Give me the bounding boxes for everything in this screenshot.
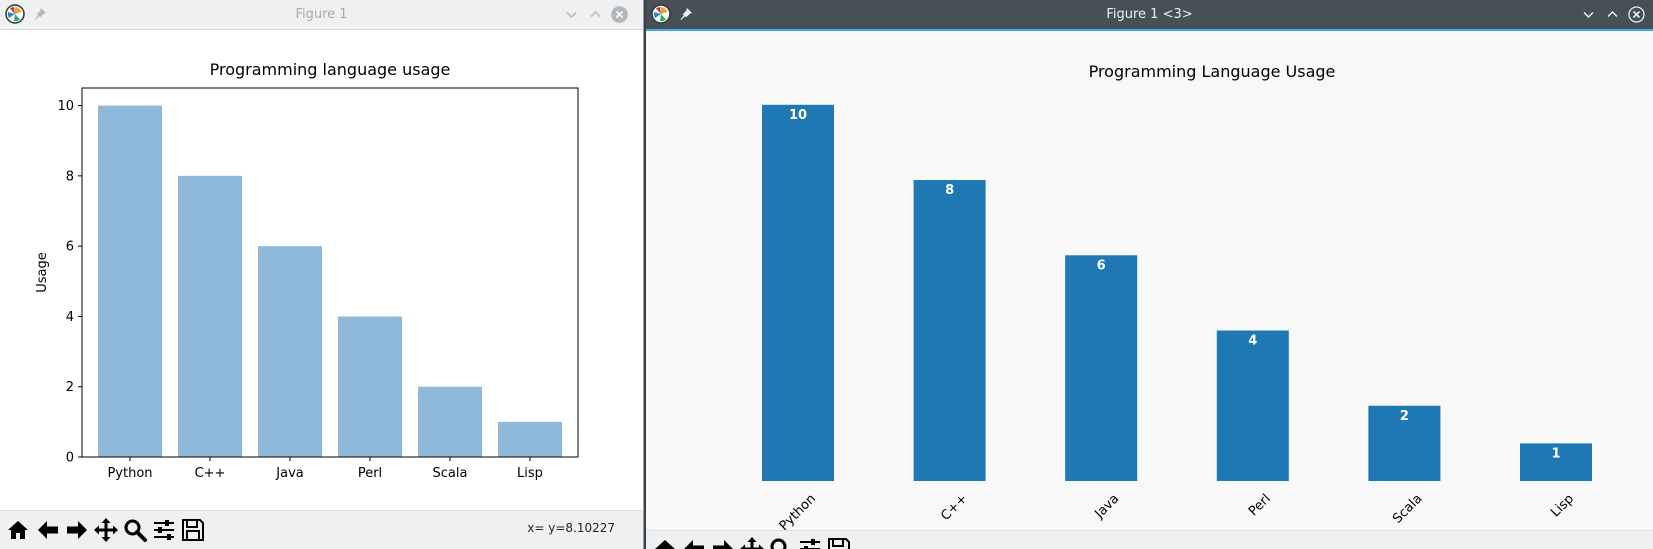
figure-window-1: Figure 1 Programming language usage Pytho… [0, 0, 644, 549]
back-arrow-icon[interactable] [35, 517, 61, 543]
x-tick-label: C++ [195, 466, 226, 481]
y-tick-label: 0 [66, 451, 74, 466]
y-tick-label: 6 [66, 240, 74, 255]
forward-arrow-icon[interactable] [710, 536, 736, 549]
bar-lisp [498, 421, 562, 457]
minimize-button[interactable] [563, 6, 580, 23]
data-label: 8 [945, 183, 954, 198]
bar-scala [418, 386, 482, 457]
app-icon[interactable] [651, 4, 671, 24]
pin-icon[interactable] [679, 7, 693, 21]
bar-python [98, 105, 162, 458]
x-tick-label: Java [275, 466, 303, 481]
x-tick-label: Lisp [1548, 491, 1577, 520]
x-tick-label: C++ [938, 491, 970, 523]
data-label: 10 [789, 108, 807, 123]
bar-cpp [913, 180, 986, 482]
bar-java [258, 246, 322, 457]
bar-perl [338, 316, 402, 457]
data-label: 1 [1551, 446, 1560, 461]
cursor-coordinates: x= y=8.10227 [527, 521, 615, 535]
data-label: 2 [1400, 409, 1409, 424]
pin-icon[interactable] [33, 7, 47, 21]
forward-arrow-icon[interactable] [64, 517, 90, 543]
home-icon[interactable] [652, 536, 678, 549]
bar-perl [1216, 330, 1289, 481]
chart-title: Programming Language Usage [1089, 62, 1336, 81]
save-icon[interactable] [826, 536, 852, 549]
close-button[interactable] [611, 6, 628, 23]
axes-frame [81, 87, 579, 458]
minimize-button[interactable] [1580, 6, 1597, 23]
x-tick-label: Scala [1390, 491, 1425, 526]
title-bar[interactable]: Figure 1 [0, 0, 643, 30]
app-icon[interactable] [5, 4, 25, 24]
figure-window-2: Figure 1 <3> Programming Language Usage 1… [646, 0, 1653, 549]
x-tick-label: Perl [358, 466, 382, 481]
bar-scala [1368, 405, 1441, 481]
chart-title: Programming language usage [210, 60, 451, 79]
navigation-toolbar [646, 530, 1653, 549]
title-bar[interactable]: Figure 1 <3> [646, 0, 1653, 31]
bar-chart-2: Programming Language Usage 10 Python 8 C++ 6 J… [762, 62, 1592, 530]
configure-subplots-icon[interactable] [151, 517, 177, 543]
window-title: Figure 1 <3> [1106, 7, 1193, 22]
y-tick-label: 10 [57, 99, 74, 114]
home-icon[interactable] [5, 517, 31, 543]
maximize-button[interactable] [1604, 6, 1621, 23]
bar-chart-1: Programming language usage Python C++ Java P… [35, 60, 579, 481]
x-tick-label: Python [777, 491, 819, 530]
y-axis-label: Usage [35, 252, 50, 293]
save-icon[interactable] [180, 517, 206, 543]
x-tick-label: Lisp [517, 466, 543, 481]
x-tick-label: Scala [433, 466, 468, 481]
data-label: 4 [1248, 334, 1257, 349]
navigation-toolbar: x= y=8.10227 [0, 510, 643, 549]
window-title: Figure 1 [295, 7, 348, 22]
y-tick-label: 4 [66, 310, 74, 325]
configure-subplots-icon[interactable] [797, 536, 823, 549]
close-button[interactable] [1628, 6, 1645, 23]
zoom-icon[interactable] [122, 517, 148, 543]
y-tick-label: 2 [66, 380, 74, 395]
zoom-icon[interactable] [768, 536, 794, 549]
bar-lisp [1520, 443, 1592, 481]
back-arrow-icon[interactable] [681, 536, 707, 549]
y-tick-label: 8 [66, 169, 74, 184]
x-tick-label: Java [1092, 491, 1123, 522]
maximize-button[interactable] [587, 6, 604, 23]
data-label: 6 [1097, 258, 1106, 273]
x-tick-label: Perl [1246, 491, 1274, 519]
x-tick-label: Python [107, 466, 152, 481]
bar-cpp [178, 175, 242, 457]
bar-python [762, 104, 834, 482]
pan-icon[interactable] [739, 536, 765, 549]
bar-java [1065, 255, 1138, 481]
pan-icon[interactable] [93, 517, 119, 543]
